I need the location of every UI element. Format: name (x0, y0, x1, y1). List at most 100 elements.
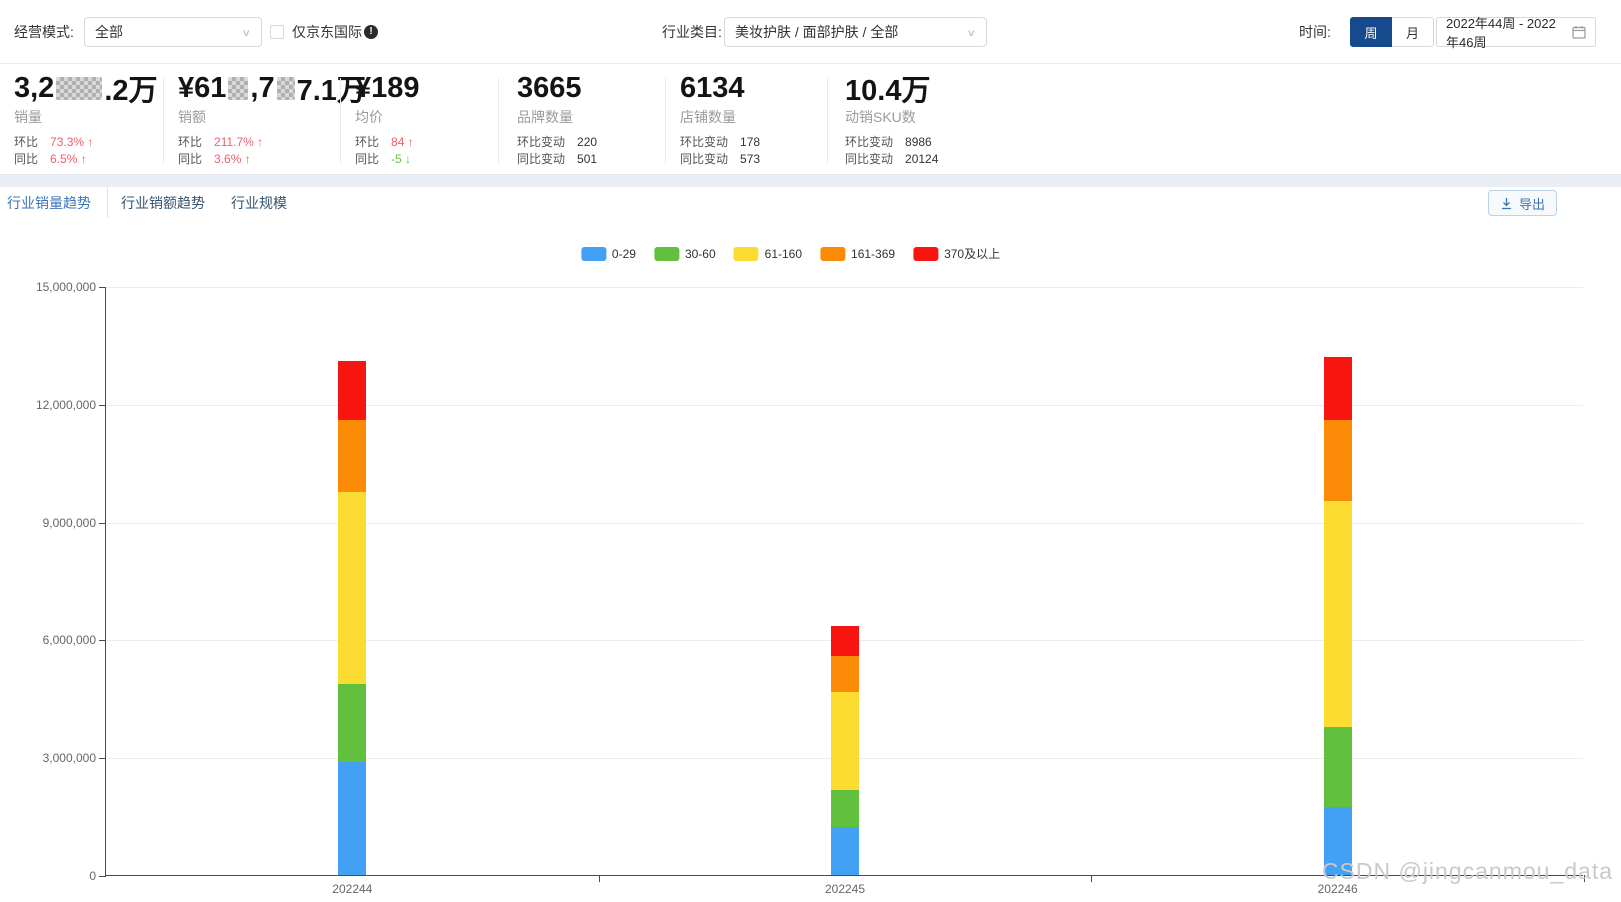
kpi-value-text: 3,2 (14, 71, 55, 104)
legend-swatch (913, 246, 939, 261)
bar-segment-161-369-202246 (1323, 419, 1352, 502)
y-axis-tick (99, 758, 106, 760)
kpi-value-text: 10.4万 (845, 75, 931, 107)
download-icon (1500, 197, 1513, 210)
gridline (106, 522, 1583, 524)
x-axis-label: 202245 (824, 882, 866, 896)
legend-item[interactable]: 0-29 (580, 246, 636, 261)
y-axis-tick (99, 640, 106, 642)
kpi-row: 同比 3.6% ↑ (178, 151, 366, 168)
kpi-row-key: 环比 (14, 135, 39, 149)
kpi-card: 3,2 .2万 销量 环比 73.3% ↑ 同比 6.5% ↑ (14, 70, 158, 168)
kpi-row-value: 573 (740, 152, 761, 166)
kpi-row: 环比 84 ↑ (355, 134, 420, 151)
kpi-rows: 环比 73.3% ↑ 同比 6.5% ↑ (14, 134, 158, 168)
export-button[interactable]: 导出 (1487, 190, 1557, 216)
kpi-row-value: 501 (577, 152, 598, 166)
tabs: 行业销量趋势 行业销额趋势 行业规模 (0, 187, 1621, 218)
tab-1[interactable]: 行业销量趋势 (0, 187, 108, 218)
chart-legend: 0-29 30-60 61-160 161-369 370及以上 (580, 245, 1000, 262)
y-axis-label: 15,000,000 (35, 280, 96, 294)
tab-strip (0, 174, 1621, 187)
kpi-row: 同比 -5 ↓ (355, 151, 420, 168)
bar-segment-30-60-202245 (831, 789, 859, 828)
kpi-card-divider (827, 78, 828, 164)
kpi-row-value: 6.5% ↑ (50, 152, 87, 166)
legend-label: 30-60 (684, 246, 716, 261)
kpi-value-text: ¥61 (178, 71, 227, 104)
y-axis-label: 12,000,000 (35, 397, 96, 412)
legend-item[interactable]: 370及以上 (913, 245, 1000, 262)
legend-item[interactable]: 161-369 (820, 246, 896, 261)
kpi-row: 环比变动 8986 (845, 134, 938, 151)
chevron-down-icon: ∨ (966, 26, 976, 38)
business-mode-select[interactable]: 全部 ∨ (84, 17, 262, 47)
x-axis-tick (1584, 875, 1585, 882)
kpi-row-key: 环比变动 (845, 135, 894, 149)
bar-segment-370及以上-202244 (338, 360, 367, 420)
kpi-value: 10.4万 (845, 70, 938, 107)
date-range-input[interactable]: 2022年44周 - 2022年46周 (1436, 16, 1596, 50)
gridline (106, 287, 1583, 288)
tab-2[interactable]: 行业销额趋势 (121, 194, 205, 211)
bar-segment-370及以上-202246 (1323, 357, 1352, 420)
y-axis-label: 6,000,000 (42, 633, 96, 648)
kpi-row-value: 84 ↑ (391, 135, 414, 149)
kpi-card: 3665 品牌数量 环比变动 220 同比变动 501 (517, 70, 597, 168)
calendar-icon (1572, 25, 1586, 39)
legend-item[interactable]: 30-60 (653, 246, 716, 261)
y-axis-label: 3,000,000 (42, 751, 96, 766)
kpi-row-key: 同比变动 (517, 152, 566, 166)
chevron-down-icon: ∨ (241, 26, 251, 38)
y-axis-tick (99, 522, 106, 524)
x-axis-tick (1091, 875, 1093, 882)
bar-segment-30-60-202246 (1323, 727, 1352, 808)
legend-swatch (580, 246, 606, 261)
filter-bar: 经营模式: 全部 ∨ 仅京东国际 ! 行业类目: 美妆护肤 / 面部护肤 / 全… (0, 0, 1621, 64)
kpi-row-key: 同比 (14, 152, 39, 166)
censored-mosaic (276, 76, 295, 100)
kpi-value-text: .2万 (104, 75, 158, 107)
censored-mosaic (228, 76, 249, 100)
jd-international-checkbox[interactable] (270, 25, 284, 39)
x-axis-label: 202246 (1317, 882, 1358, 896)
legend-label: 161-369 (851, 246, 896, 261)
bar-segment-0-29-202244 (338, 761, 367, 875)
kpi-row-key: 同比变动 (680, 152, 729, 166)
kpi-card: ¥61 ,7 7.1万 销额 环比 211.7% ↑ 同比 3.6% ↑ (178, 70, 366, 168)
kpi-row-value: 220 (577, 135, 598, 149)
category-value: 美妆护肤 / 面部护肤 / 全部 (735, 24, 899, 40)
tab-3[interactable]: 行业规模 (231, 194, 287, 211)
bar-segment-61-160-202246 (1323, 501, 1352, 728)
legend-label: 0-29 (611, 246, 636, 261)
y-axis-tick (99, 287, 106, 288)
kpi-value-text: 3665 (517, 71, 582, 104)
kpi-label: 销额 (178, 109, 206, 125)
time-month-button[interactable]: 月 (1392, 17, 1434, 47)
info-icon[interactable]: ! (364, 25, 378, 39)
kpi-card-divider (665, 78, 666, 164)
legend-item[interactable]: 61-160 (733, 246, 803, 261)
bar-segment-61-160-202245 (831, 692, 859, 790)
kpi-value: ¥189 (355, 70, 420, 106)
kpi-row: 同比变动 573 (680, 151, 760, 168)
kpi-row: 环比 73.3% ↑ (14, 134, 158, 151)
legend-label: 61-160 (764, 246, 803, 261)
business-mode-value: 全部 (95, 24, 123, 40)
kpi-row-value: -5 ↓ (391, 152, 412, 166)
kpi-card-divider (163, 78, 164, 164)
kpi-row-key: 环比变动 (517, 135, 566, 149)
kpi-rows: 环比 211.7% ↑ 同比 3.6% ↑ (178, 134, 366, 168)
time-week-button[interactable]: 周 (1350, 17, 1392, 47)
kpi-row-key: 环比变动 (680, 135, 729, 149)
gridline (106, 404, 1583, 406)
bar-segment-161-369-202245 (831, 655, 859, 693)
category-select[interactable]: 美妆护肤 / 面部护肤 / 全部 ∨ (724, 17, 987, 47)
kpi-row-value: 178 (740, 135, 761, 149)
kpi-row-value: 211.7% ↑ (214, 135, 264, 149)
kpi-rows: 环比变动 178 同比变动 573 (680, 134, 760, 168)
bar-segment-370及以上-202245 (831, 626, 859, 656)
kpi-row-value: 73.3% ↑ (50, 135, 94, 149)
date-range-value: 2022年44周 - 2022年46周 (1446, 16, 1556, 50)
kpi-value: 3,2 .2万 (14, 70, 158, 108)
